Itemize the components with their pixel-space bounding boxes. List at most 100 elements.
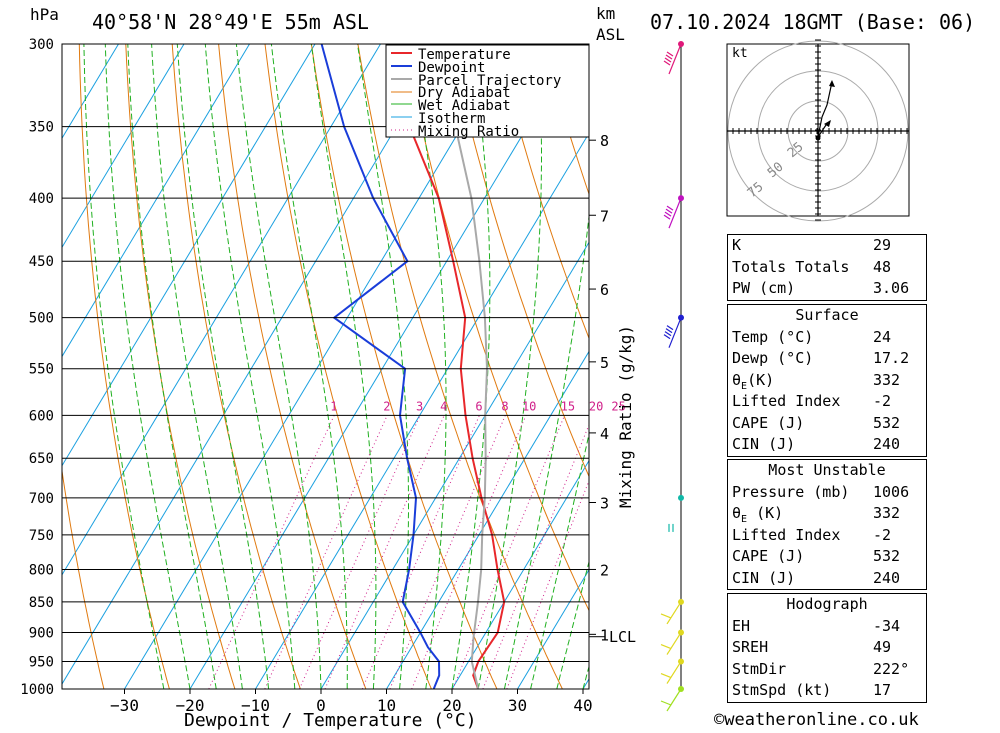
eh-label: EH [732,616,751,635]
pw-label: PW (cm) [732,279,796,297]
k-index-value: 29 [873,236,892,254]
hodograph-storm-arrow [824,120,831,127]
pressure-tick-label: 500 [29,311,54,327]
mixing-ratio-line [324,415,445,689]
hodograph-ring-label-50: 50 [765,160,787,182]
mu-theta-e-value: 332 [873,504,901,522]
mu-pressure-value: 1006 [873,482,910,501]
wind-barb-flag [665,54,673,60]
mixing-ratio-label: 2 [383,399,390,413]
hodograph-ring-label-75: 75 [745,180,767,202]
totals-totals-value: 48 [873,257,892,276]
pressure-tick-label: 900 [29,626,54,642]
eh-value: -34 [873,616,901,635]
pressure-tick-label: 350 [29,120,54,136]
credit-link[interactable]: ©weatheronline.co.uk [714,710,919,730]
surface-cin-value: 240 [873,435,901,453]
wind-barb-flag [663,214,671,220]
temp-tick-label: 20 [442,696,461,715]
theta-symbol: θ [732,370,742,389]
legend-parcel-trajectory: Parcel Trajectory [418,73,561,89]
isotherm-line [124,44,512,689]
wind-barb-flag [664,211,672,217]
mixing-ratio-line [361,415,480,689]
asl-axis-title: ASL [596,25,625,44]
chart-title: 40°58'N 28°49'E 55m ASL [92,10,369,34]
dewpoint-profile [320,44,441,689]
isotherm-line [62,44,185,249]
pressure-tick-label: 600 [29,408,54,424]
km-axis-title: km [596,4,615,23]
wet-adiabat-line [556,559,589,689]
isotherm-line [320,241,589,689]
surface-lifted-index-label: Lifted Index [732,392,841,410]
mu-cin-label: CIN (J) [732,568,796,587]
stmspd-value: 17 [873,681,892,699]
totals-totals-label: Totals Totals [732,257,850,276]
wind-barb-flag [660,613,672,619]
legend: Temperature Dewpoint Parcel Trajectory D… [385,44,590,140]
mixing-ratio-label: 1 [330,399,337,413]
temp-tick-label: 0 [316,696,326,715]
datetime-label: 07.10.2024 18GMT (Base: 06) [650,10,975,34]
wind-barb-shaft [666,601,682,625]
wet-adiabat-line [310,44,377,689]
pressure-tick-label: 700 [29,491,54,507]
stmdir-label: StmDir [732,659,787,678]
surface-cape-value: 532 [873,413,901,432]
hodograph-unit-label: kt [732,46,748,61]
mu-theta-e-label: θE (K) [732,503,873,525]
legend-temperature: Temperature [418,47,511,63]
stmspd-label: StmSpd (kt) [732,681,832,699]
hodograph-trace [817,81,833,138]
surface-cin-label: CIN (J) [732,435,796,453]
wind-barb-flag [666,325,674,331]
hodograph-arrow [829,80,835,87]
pressure-tick-label: 750 [29,528,54,544]
wind-barb-shaft [668,197,682,229]
lcl-label: LCL [609,628,636,646]
mixing-ratio-label: 15 [561,399,575,413]
wind-barb-flag [660,643,672,650]
legend-wet-adiabat: Wet Adiabat [418,98,511,114]
hodograph-origin-point [815,135,821,141]
surface-temp-label: Temp (°C) [732,327,814,346]
mu-theta-subscript: E [741,514,748,525]
wind-barb-flag [663,60,671,66]
wind-level-dot [678,494,684,501]
surface-theta-e-label: θE(K) [732,370,873,392]
surface-dewp-value: 17.2 [873,349,910,367]
legend-isotherm: Isotherm [418,111,485,127]
isotherm-line [62,44,119,140]
km-tick-label: 6 [600,281,609,299]
dry-adiabat-line [264,44,432,689]
wind-barb [660,601,682,625]
wind-barb-flag [664,57,672,63]
wet-adiabat-line [83,44,165,689]
temp-tick-label: −30 [110,696,139,715]
wind-barb-flag [665,328,673,334]
pressure-tick-label: 450 [29,254,54,270]
surface-table: Surface Temp (°C) 24 Dewp (°C) 17.2 θE(K) 3… [727,304,927,457]
km-tick-label: 4 [600,425,609,443]
wind-barb-shaft [666,632,682,655]
mixing-ratio-line [411,415,527,689]
isotherm-line [62,44,381,576]
hodograph-title: Hodograph [786,595,868,613]
km-tick-label: 7 [600,207,609,225]
wind-barb [663,43,682,75]
mu-lifted-index-label: Lifted Index [732,525,841,544]
temp-tick-label: 40 [573,696,592,715]
isotherm-line [62,44,447,685]
isotherm-line [62,44,316,467]
mixing-ratio-label: 4 [440,399,447,413]
km-tick-label: 1 [600,626,609,644]
pressure-tick-label: 400 [29,191,54,207]
mu-cin-value: 240 [873,568,901,587]
dry-adiabat-line [915,44,1000,689]
mixing-ratio-label: 6 [475,399,482,413]
hodograph-table: Hodograph EH -34 SREH 49 StmDir 222° StmSpd… [727,593,927,703]
surface-temp-value: 24 [873,327,892,346]
mixing-ratio-label: 25 [611,399,625,413]
wet-adiabat-line [410,44,447,689]
